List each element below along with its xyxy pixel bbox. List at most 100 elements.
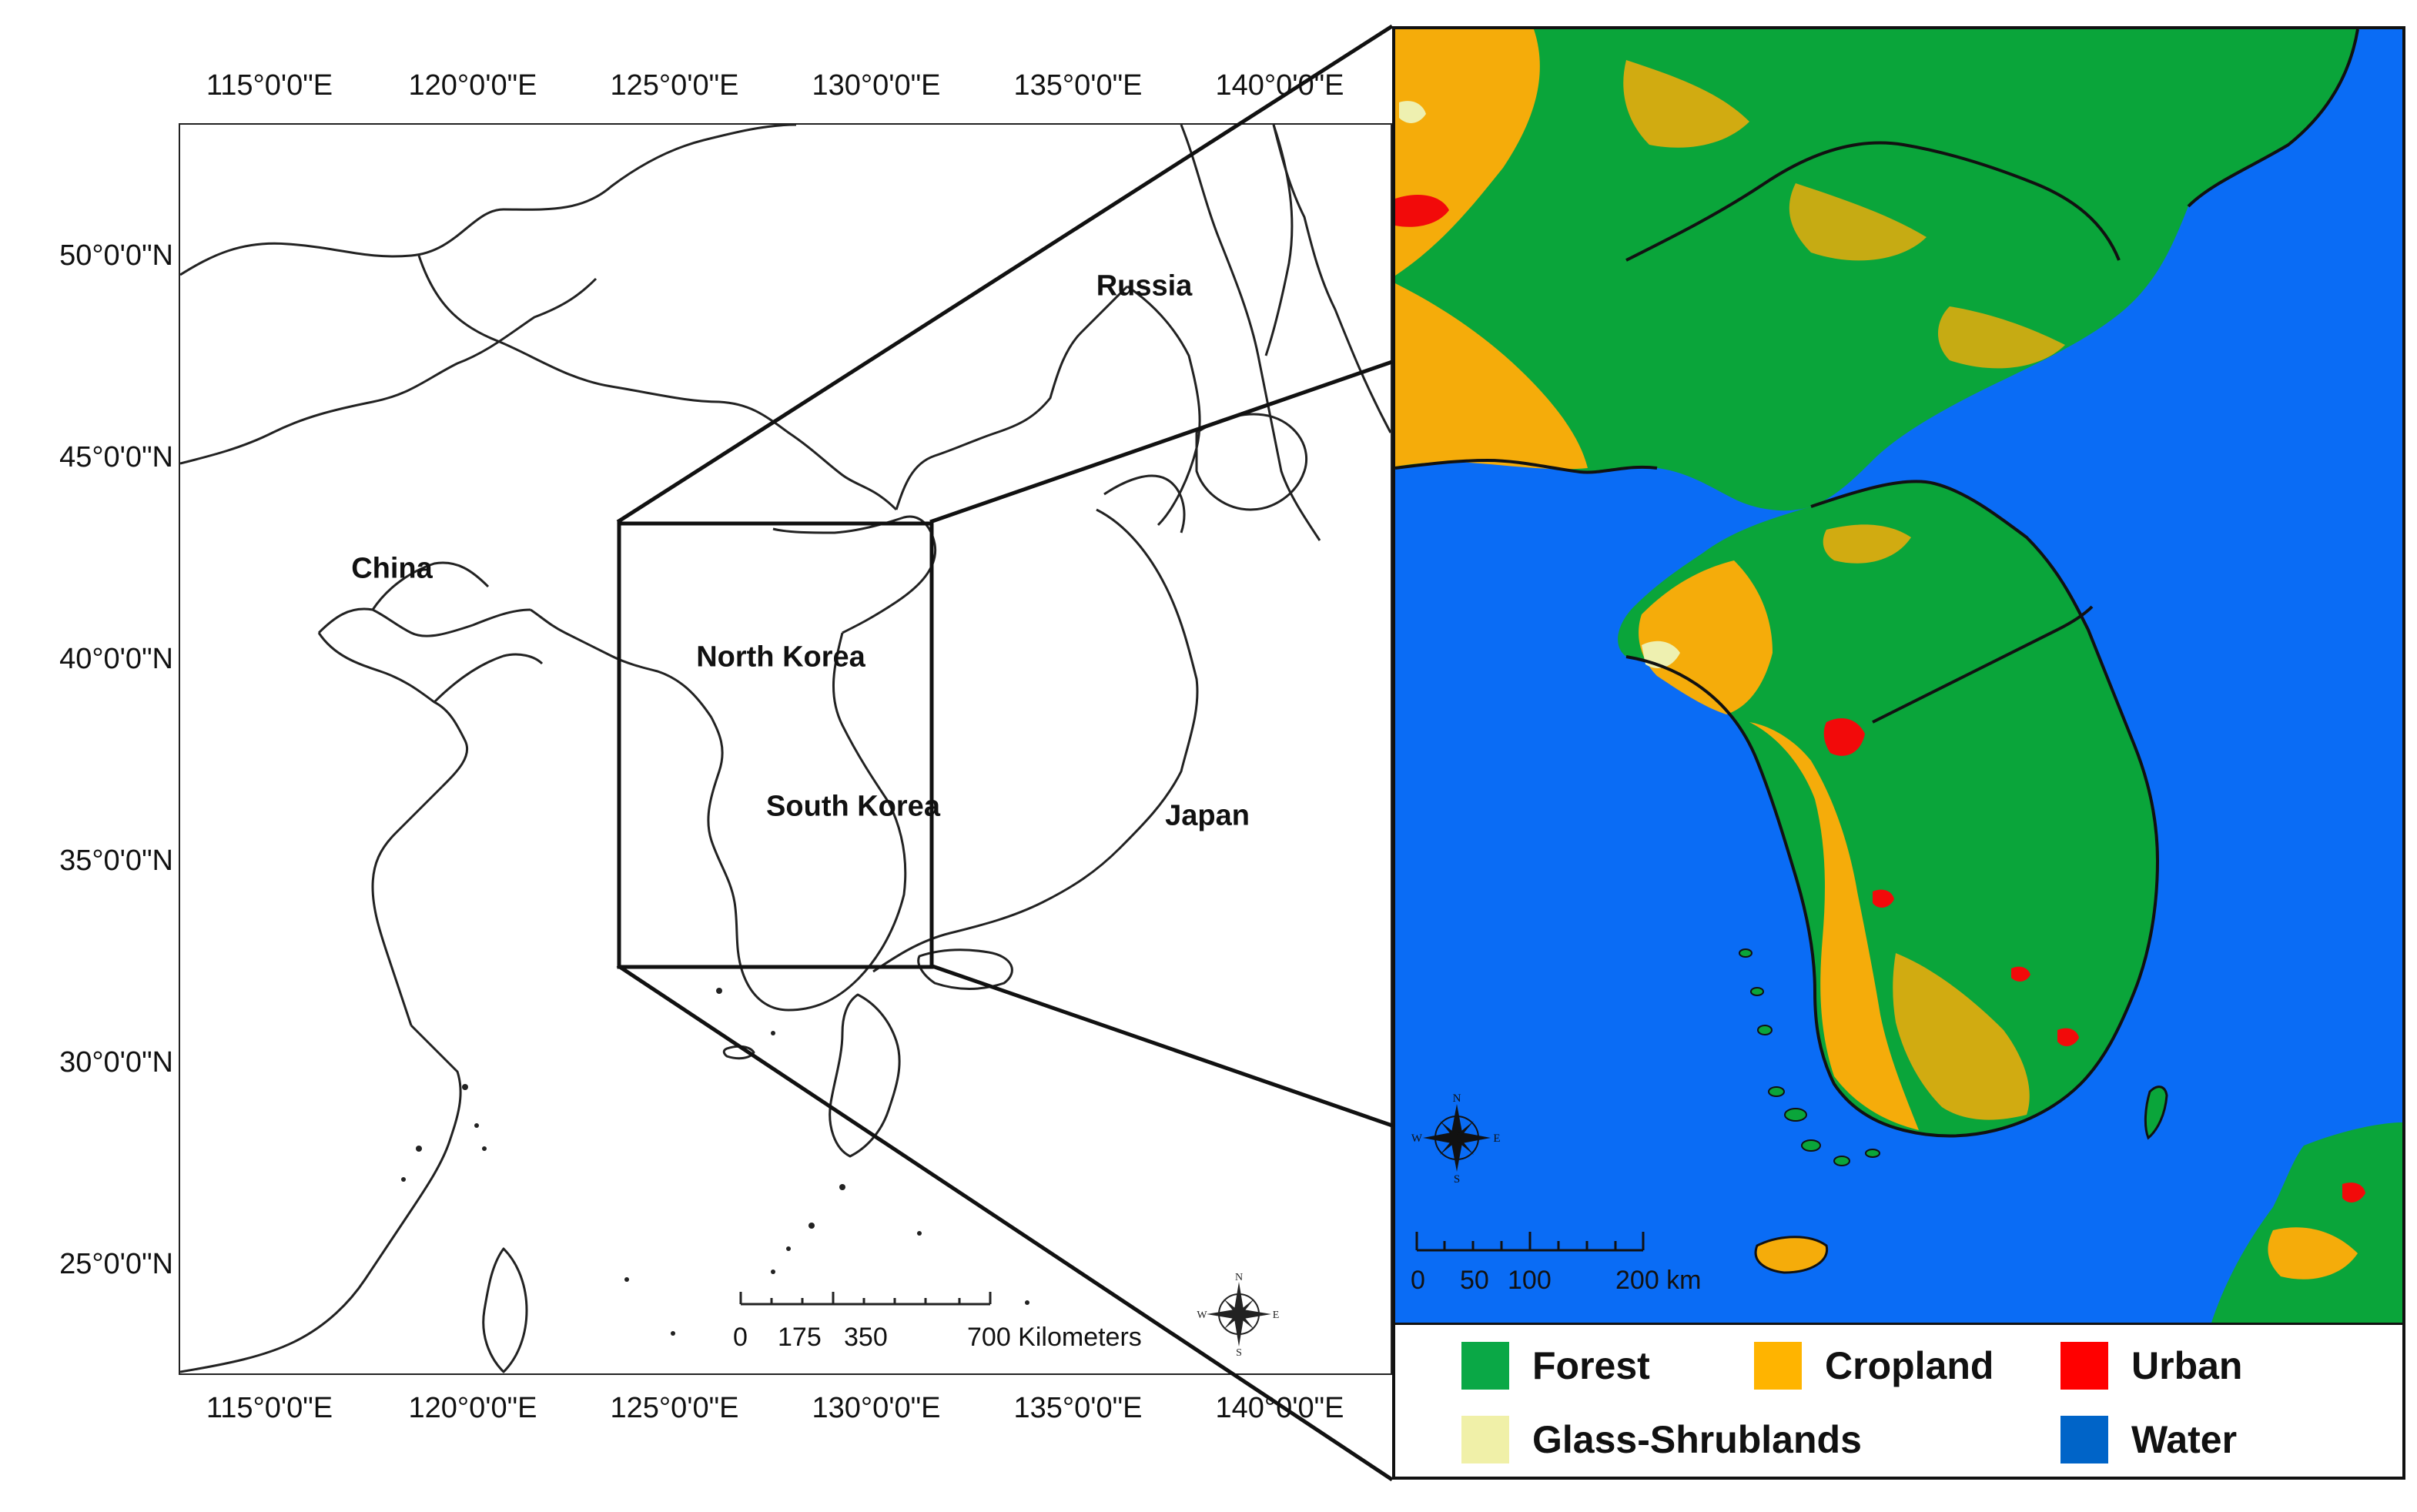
coastline xyxy=(530,608,713,718)
legend-panel: Forest Cropland Urban Glass-Shrublands W… xyxy=(1395,1323,2402,1477)
island-dot xyxy=(671,1331,675,1336)
overview-compass-rose-icon: N S E W xyxy=(1197,1272,1279,1356)
island-dot xyxy=(416,1146,422,1152)
grass-patch xyxy=(1399,101,1426,123)
border-line xyxy=(180,277,598,465)
coastline xyxy=(482,1247,528,1373)
compass-s: S xyxy=(1454,1173,1460,1184)
legend-item-grass-shrublands: Glass-Shrublands xyxy=(1461,1416,1862,1463)
island xyxy=(1801,1139,1821,1152)
compass-w: W xyxy=(1411,1132,1423,1145)
overview-scale-label-175: 175 xyxy=(778,1323,822,1352)
lon-tick-bottom: 125°0'0"E xyxy=(610,1392,739,1424)
cropland-patch xyxy=(1749,722,1919,1130)
landmass-japan xyxy=(2211,1122,2402,1323)
country-label-russia: Russia xyxy=(1096,269,1193,303)
coastline xyxy=(433,653,544,704)
overview-map: Russia China North Korea South Korea Jap… xyxy=(179,123,1392,1375)
legend-item-water: Water xyxy=(2060,1416,2237,1463)
coastline xyxy=(1103,474,1186,534)
overview-coastlines xyxy=(180,125,1391,1373)
country-label-china: China xyxy=(351,552,433,585)
overview-scale-label-700: 700 Kilometers xyxy=(967,1323,1142,1352)
urban-patch xyxy=(2342,1183,2365,1203)
cropland-patch xyxy=(1623,60,1749,148)
compass-n: N xyxy=(1235,1272,1243,1283)
compass-n: N xyxy=(1453,1092,1461,1105)
island-dot xyxy=(474,1123,479,1128)
island-dot xyxy=(917,1231,922,1236)
coastline xyxy=(371,785,444,1026)
coastline xyxy=(772,515,937,634)
coastline xyxy=(872,508,1199,973)
border-line xyxy=(180,125,797,276)
coastline xyxy=(1395,458,1658,474)
landmass-north xyxy=(1395,29,2358,511)
inset-landcover-canvas xyxy=(1395,29,2402,1323)
island xyxy=(1833,1156,1850,1166)
border-line xyxy=(1625,141,2121,262)
cropland-patch xyxy=(2268,1227,2358,1280)
coastline xyxy=(1180,125,1321,541)
compass-w: W xyxy=(1197,1310,1207,1321)
border-line xyxy=(1872,605,2094,724)
lon-tick-top: 140°0'0"E xyxy=(1215,69,1344,102)
coastline xyxy=(1195,413,1308,511)
coastline xyxy=(1625,480,2160,1138)
inset-landcover-map: N S E W 0 50 100 200 km Forest Cropland xyxy=(1392,26,2405,1480)
island xyxy=(1750,987,1764,996)
cropland-patch xyxy=(1823,524,1911,564)
coastline xyxy=(317,607,531,637)
inset-extent-box xyxy=(617,521,934,969)
lat-tick: 35°0'0"N xyxy=(59,845,173,877)
coastline xyxy=(1126,285,1201,527)
coastline xyxy=(722,1045,755,1060)
lat-tick: 30°0'0"N xyxy=(59,1046,173,1079)
overview-scale-bar xyxy=(739,1292,992,1306)
lon-tick-top: 120°0'0"E xyxy=(408,69,537,102)
urban-patch xyxy=(1823,718,1865,756)
lon-tick-top: 125°0'0"E xyxy=(610,69,739,102)
coastline xyxy=(317,632,469,788)
island-dot xyxy=(808,1223,815,1229)
island xyxy=(1768,1086,1785,1097)
landmass-tsushima xyxy=(2144,1085,2168,1140)
lat-tick: 50°0'0"N xyxy=(59,239,173,272)
inset-compass-rose-icon: N S E W xyxy=(1411,1092,1501,1184)
cropland-patch xyxy=(1639,560,1773,714)
urban-patch xyxy=(1395,195,1449,227)
lat-tick: 45°0'0"N xyxy=(59,441,173,473)
border-line xyxy=(2187,29,2359,208)
legend-label-forest: Forest xyxy=(1532,1344,1650,1387)
legend-label-cropland: Cropland xyxy=(1825,1344,1994,1387)
legend-swatch-cropland xyxy=(1754,1342,1802,1390)
country-label-japan: Japan xyxy=(1165,799,1250,832)
island-dot xyxy=(771,1269,775,1274)
legend-item-urban: Urban xyxy=(2060,1342,2242,1390)
coastline xyxy=(371,561,490,610)
island xyxy=(1784,1108,1807,1122)
island-dot xyxy=(786,1246,791,1251)
coastline xyxy=(1264,125,1294,356)
island-dot xyxy=(401,1177,406,1182)
lat-tick: 25°0'0"N xyxy=(59,1248,173,1280)
overview-scale-label-350: 350 xyxy=(844,1323,888,1352)
legend-swatch-forest xyxy=(1461,1342,1509,1390)
cropland-patch xyxy=(1893,953,2030,1120)
lat-tick: 40°0'0"N xyxy=(59,643,173,675)
compass-e: E xyxy=(1493,1132,1500,1145)
coastline xyxy=(829,993,901,1158)
island xyxy=(1865,1149,1880,1158)
urban-patch xyxy=(2057,1028,2079,1047)
island-dot xyxy=(624,1277,629,1282)
lon-tick-bottom: 130°0'0"E xyxy=(812,1392,941,1424)
legend-swatch-grass-shrublands xyxy=(1461,1416,1509,1463)
legend-swatch-urban xyxy=(2060,1342,2108,1390)
legend-label-urban: Urban xyxy=(2131,1344,2243,1387)
lon-tick-bottom: 115°0'0"E xyxy=(206,1392,333,1424)
legend-label-grass-shrublands: Glass-Shrublands xyxy=(1532,1418,1862,1461)
lon-tick-top: 115°0'0"E xyxy=(206,69,333,102)
urban-patch xyxy=(2011,966,2030,982)
inset-scale-label-100: 100 xyxy=(1508,1266,1552,1295)
cropland-patch xyxy=(1789,183,1927,261)
